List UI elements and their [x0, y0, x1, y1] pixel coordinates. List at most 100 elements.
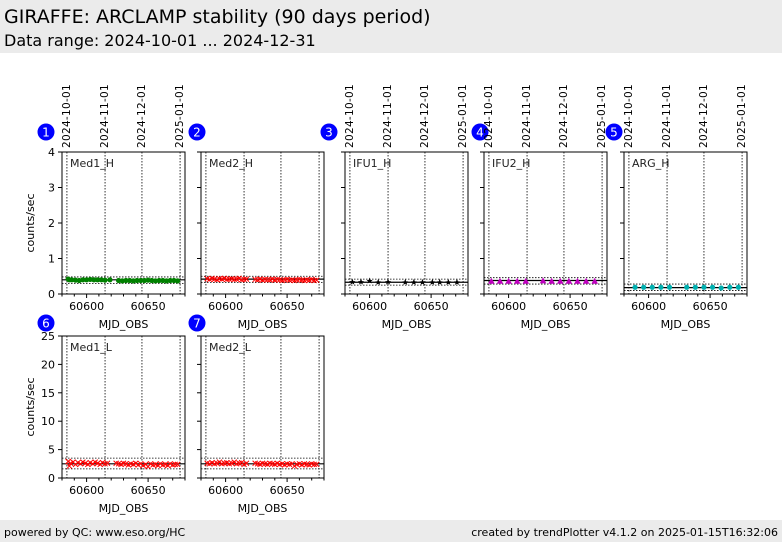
date-tick-label: 2024-10-01	[623, 84, 635, 148]
panel-number: 2	[193, 126, 201, 140]
data-point	[313, 277, 320, 284]
data-point	[718, 285, 724, 291]
data-point	[565, 277, 573, 284]
panel-label: IFU2_H	[492, 157, 530, 170]
data-point	[97, 461, 103, 468]
x-axis-label: MJD_OBS	[99, 502, 149, 515]
data-point	[522, 277, 530, 284]
plot-frame	[61, 151, 186, 295]
panel-ifu2_h: 4 2024-10-01 2024-11-01 2024-12-01 2025-01-0…	[471, 84, 608, 331]
y-tick-label: 25	[41, 330, 55, 343]
data-point	[164, 462, 171, 469]
data-point	[513, 277, 521, 284]
x-axis-label: MJD_OBS	[661, 318, 711, 331]
data-point	[658, 284, 664, 290]
x-axis-label: MJD_OBS	[521, 318, 571, 331]
x-tick-label: 60650	[693, 300, 728, 313]
x-tick-label: 60650	[131, 484, 166, 497]
data-point	[666, 284, 673, 290]
data-point	[402, 278, 409, 285]
panel-number: 5	[610, 126, 618, 140]
data-point	[505, 277, 512, 284]
data-point	[735, 284, 741, 290]
x-tick-label: 60650	[270, 484, 305, 497]
y-tick-label: 1	[48, 253, 55, 266]
y-tick-label: 3	[48, 182, 55, 195]
data-point	[134, 277, 140, 284]
x-axis-label: MJD_OBS	[238, 502, 288, 515]
data-point	[539, 277, 547, 284]
date-tick-label: 2024-10-01	[483, 84, 495, 148]
x-tick-label: 60650	[270, 300, 305, 313]
x-tick-label: 60650	[414, 300, 449, 313]
data-point	[132, 460, 139, 467]
panel-number-badge	[605, 123, 623, 141]
panel-label: Med1_L	[70, 341, 113, 354]
data-point	[138, 277, 144, 284]
data-point	[104, 460, 111, 467]
panel-arg_h: 5 2024-10-01 2024-11-01 2024-12-01 2025-01-0…	[605, 84, 748, 331]
panel-number-badge	[320, 123, 338, 141]
data-point	[102, 277, 108, 283]
panel-med1_h: 1 2024-10-01 2024-11-01 2024-12-01 2025-01-0…	[24, 84, 186, 331]
footer: powered by QC: www.eso.org/HC created by…	[0, 520, 782, 542]
y-tick-label: 4	[48, 146, 55, 159]
panel-med2_l: 7 Med2_L 60600 60650 MJD_OBS	[188, 314, 325, 515]
date-tick-label: 2024-10-01	[344, 84, 356, 148]
y-tick-label: 2	[48, 217, 55, 230]
data-point	[582, 277, 590, 284]
data-point	[366, 277, 373, 284]
data-point	[649, 284, 655, 290]
data-point	[65, 458, 72, 465]
data-point	[641, 284, 647, 290]
x-tick-label: 60600	[352, 300, 387, 313]
data-point	[556, 277, 564, 284]
y-tick-label: 0	[48, 472, 55, 485]
x-axis-label: MJD_OBS	[238, 318, 288, 331]
footer-powered-by: powered by QC: www.eso.org/HC	[4, 526, 186, 539]
data-point	[701, 284, 707, 290]
date-tick-label: 2024-11-01	[521, 84, 533, 148]
date-tick-label: 2024-11-01	[99, 84, 111, 148]
data-point	[231, 459, 238, 465]
data-point	[488, 277, 495, 284]
panel-number: 3	[325, 126, 333, 140]
data-point	[91, 277, 97, 283]
y-tick-label: 15	[41, 387, 55, 400]
plot-frame	[344, 151, 469, 295]
data-point	[175, 278, 181, 284]
date-tick-label: 2025-01-01	[174, 84, 186, 148]
panel-number: 6	[42, 317, 50, 331]
data-point	[72, 461, 79, 468]
data-point	[311, 461, 318, 468]
panel-number-badge	[188, 123, 206, 141]
panel-label: Med2_L	[209, 341, 252, 354]
data-point	[313, 461, 320, 468]
panel-med2_h: 2 Med2_H 60600 60650 MJD_OBS	[188, 123, 325, 331]
date-tick-label: 2024-12-01	[558, 84, 570, 148]
panel-number-badge	[37, 123, 55, 141]
panel-label: Med1_H	[70, 157, 114, 170]
date-tick-label: 2024-12-01	[136, 84, 148, 148]
panel-number-badge	[471, 123, 489, 141]
x-tick-label: 60600	[491, 300, 526, 313]
date-tick-label: 2025-01-01	[596, 84, 608, 148]
data-point	[632, 284, 638, 290]
data-point	[385, 278, 392, 285]
page-title: GIRAFFE: ARCLAMP stability (90 days peri…	[4, 6, 431, 28]
panel-ifu1_h: 3 2024-10-01 2024-11-01 2024-12-01 2025-01-0…	[320, 84, 469, 331]
y-axis-label: counts/sec	[24, 377, 37, 436]
data-point	[174, 461, 181, 468]
panel-number: 1	[42, 126, 50, 140]
data-point	[349, 278, 356, 285]
panel-number: 7	[193, 317, 201, 331]
data-point	[429, 278, 436, 285]
x-tick-label: 60600	[69, 484, 104, 497]
data-point	[172, 461, 179, 468]
panel-label: IFU1_H	[353, 157, 391, 170]
plot-frame	[200, 151, 325, 295]
data-point	[95, 277, 101, 283]
data-point	[591, 277, 598, 284]
data-point	[243, 460, 250, 467]
